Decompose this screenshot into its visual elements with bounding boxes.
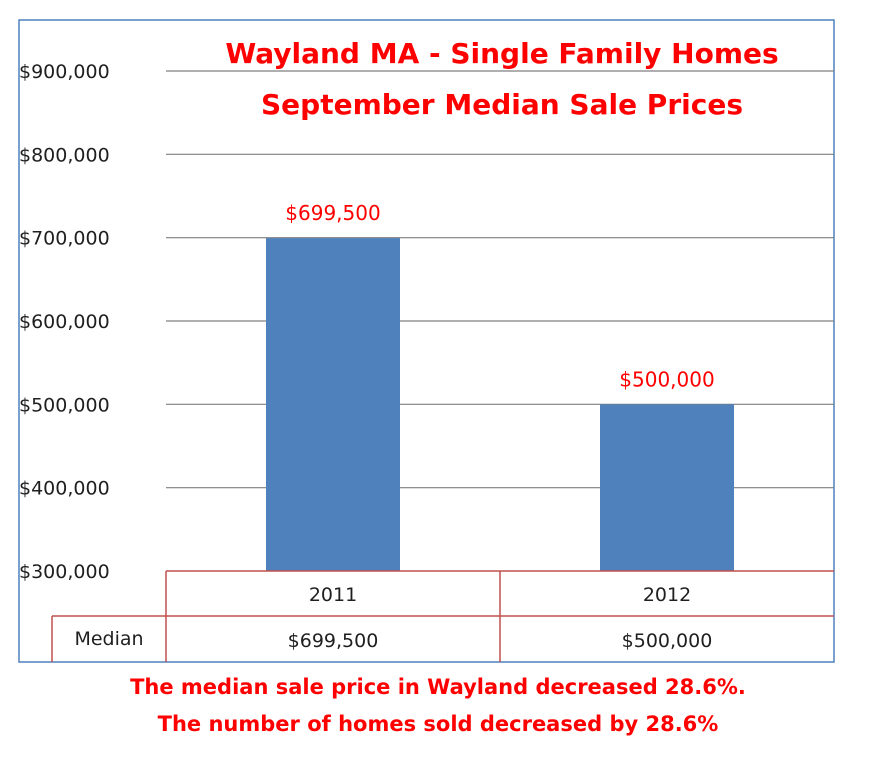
table-category-2011: 2011 xyxy=(309,584,357,606)
y-tick-label: $600,000 xyxy=(19,311,110,333)
table-value-2012: $500,000 xyxy=(622,630,713,652)
bar-2011 xyxy=(266,238,400,572)
y-tick-label: $700,000 xyxy=(19,228,110,250)
y-tick-label: $300,000 xyxy=(19,561,110,583)
table-category-2012: 2012 xyxy=(643,584,691,606)
chart-title-line-2: September Median Sale Prices xyxy=(261,88,743,121)
table-row-label: Median xyxy=(74,628,143,650)
y-tick-label: $500,000 xyxy=(19,394,110,416)
data-label-2012: $500,000 xyxy=(619,367,714,391)
data-labels: $699,500 $500,000 xyxy=(285,201,714,391)
bar-2012 xyxy=(600,404,734,571)
data-table: 2011 $699,500 2012 $500,000 Median xyxy=(51,570,834,662)
bars xyxy=(266,238,734,572)
summary-note-sales: The number of homes sold decreased by 28… xyxy=(157,712,719,736)
data-label-2011: $699,500 xyxy=(285,201,380,225)
chart-title-line-1: Wayland MA - Single Family Homes xyxy=(225,37,778,70)
y-tick-label: $800,000 xyxy=(19,144,110,166)
y-axis-labels: $300,000 $400,000 $500,000 $600,000 $700,000… xyxy=(19,61,110,583)
summary-note-price: The median sale price in Wayland decreas… xyxy=(130,675,746,699)
table-value-2011: $699,500 xyxy=(288,630,379,652)
y-tick-label: $400,000 xyxy=(19,478,110,500)
y-tick-label: $900,000 xyxy=(19,61,110,83)
